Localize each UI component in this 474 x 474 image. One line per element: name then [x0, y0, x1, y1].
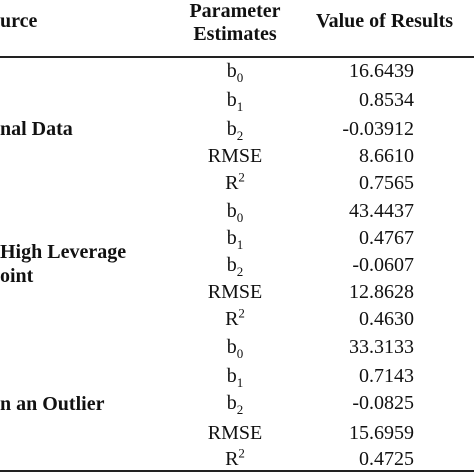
- parameter-cell: b1: [180, 225, 290, 252]
- value-cell: 0.4767: [359, 227, 414, 249]
- table-row: b1 0.7143: [0, 363, 474, 390]
- parameter-subscript: 2: [236, 264, 244, 279]
- parameter-cell: b0: [180, 334, 290, 361]
- value-cell: 0.7565: [359, 172, 414, 194]
- header-value-of-results: Value of Results: [316, 10, 454, 32]
- group-label-line: nal Data: [0, 118, 73, 140]
- table-row: RMSE 15.6959: [0, 420, 474, 447]
- value-cell: 0.7143: [359, 365, 414, 387]
- group-label-3: n an Outlier: [0, 392, 104, 416]
- parameter-symbol: RMSE: [207, 145, 263, 167]
- value-cell: 16.6439: [349, 60, 414, 82]
- parameter-cell: b2: [180, 390, 290, 417]
- parameter-subscript: 0: [236, 210, 244, 225]
- value-cell: -0.0607: [352, 254, 414, 276]
- parameter-symbol: b: [226, 60, 237, 82]
- group-label-line: High Leverage: [0, 241, 127, 263]
- header-parameter-estimates: Parameter Estimates: [182, 0, 288, 46]
- table-row: b0 33.3133: [0, 334, 474, 361]
- parameter-cell: b1: [180, 87, 290, 114]
- value-cell: 0.8534: [359, 89, 414, 111]
- parameter-cell: RMSE: [180, 143, 290, 170]
- parameter-symbol: R: [225, 172, 239, 194]
- table-row: RMSE 12.8628: [0, 279, 474, 306]
- parameter-symbol: b: [226, 336, 237, 358]
- parameter-subscript: 0: [236, 346, 244, 361]
- table-row: b2 -0.0607: [0, 252, 474, 279]
- header-rule: [0, 56, 474, 58]
- parameter-subscript: 1: [236, 237, 244, 252]
- value-cell: 33.3133: [349, 336, 414, 358]
- group-label-2: High Leverage oint: [0, 240, 126, 288]
- header-parameter-line2: Estimates: [193, 23, 277, 45]
- value-cell: -0.0825: [352, 392, 414, 414]
- parameter-symbol: b: [226, 227, 237, 249]
- parameter-subscript: 1: [236, 99, 244, 114]
- parameter-symbol: b: [226, 254, 237, 276]
- parameter-cell: b0: [180, 198, 290, 225]
- parameter-cell: RMSE: [180, 420, 290, 447]
- parameter-symbol: R: [225, 308, 239, 330]
- parameter-subscript: 0: [236, 70, 244, 85]
- parameter-cell: b2: [180, 116, 290, 143]
- parameter-superscript: 2: [238, 169, 245, 185]
- parameter-symbol: b: [226, 392, 237, 414]
- value-cell: 15.6959: [349, 422, 414, 444]
- parameter-cell: R2: [180, 306, 290, 333]
- header-source: urce: [0, 10, 38, 32]
- parameter-symbol: b: [226, 118, 237, 140]
- value-cell: 12.8628: [349, 281, 414, 303]
- parameter-superscript: 2: [238, 445, 245, 461]
- table-row: b1 0.8534: [0, 87, 474, 114]
- parameter-cell: b0: [180, 58, 290, 85]
- value-cell: 43.4437: [349, 200, 414, 222]
- table-row: R2 0.7565: [0, 170, 474, 197]
- table-row: b2 -0.0825: [0, 390, 474, 417]
- table-row: b0 16.6439: [0, 58, 474, 85]
- value-cell: 8.6610: [359, 145, 414, 167]
- parameter-superscript: 2: [238, 305, 245, 321]
- parameter-subscript: 1: [236, 375, 244, 390]
- parameter-cell: R2: [180, 446, 290, 473]
- table-row: RMSE 8.6610: [0, 143, 474, 170]
- group-label-1: nal Data: [0, 117, 73, 141]
- table-row: b2 -0.03912: [0, 116, 474, 143]
- parameter-cell: b2: [180, 252, 290, 279]
- table-row: R2 0.4630: [0, 306, 474, 333]
- parameter-symbol: b: [226, 200, 237, 222]
- parameter-symbol: RMSE: [207, 281, 263, 303]
- table-row: b0 43.4437: [0, 198, 474, 225]
- value-cell: 0.4725: [359, 448, 414, 470]
- value-cell: -0.03912: [342, 118, 414, 140]
- table-row: R2 0.4725: [0, 446, 474, 473]
- parameter-symbol: b: [226, 89, 237, 111]
- parameter-cell: RMSE: [180, 279, 290, 306]
- parameter-symbol: RMSE: [207, 422, 263, 444]
- parameter-symbol: b: [226, 365, 237, 387]
- table-row: b1 0.4767: [0, 225, 474, 252]
- group-label-line: oint: [0, 265, 34, 287]
- value-cell: 0.4630: [359, 308, 414, 330]
- header-parameter-line1: Parameter: [189, 0, 281, 22]
- parameter-cell: b1: [180, 363, 290, 390]
- bottom-rule: [0, 470, 474, 472]
- group-label-line: n an Outlier: [0, 393, 105, 415]
- parameter-symbol: R: [225, 448, 239, 470]
- parameter-cell: R2: [180, 170, 290, 197]
- parameter-subscript: 2: [236, 402, 244, 417]
- parameter-subscript: 2: [236, 128, 244, 143]
